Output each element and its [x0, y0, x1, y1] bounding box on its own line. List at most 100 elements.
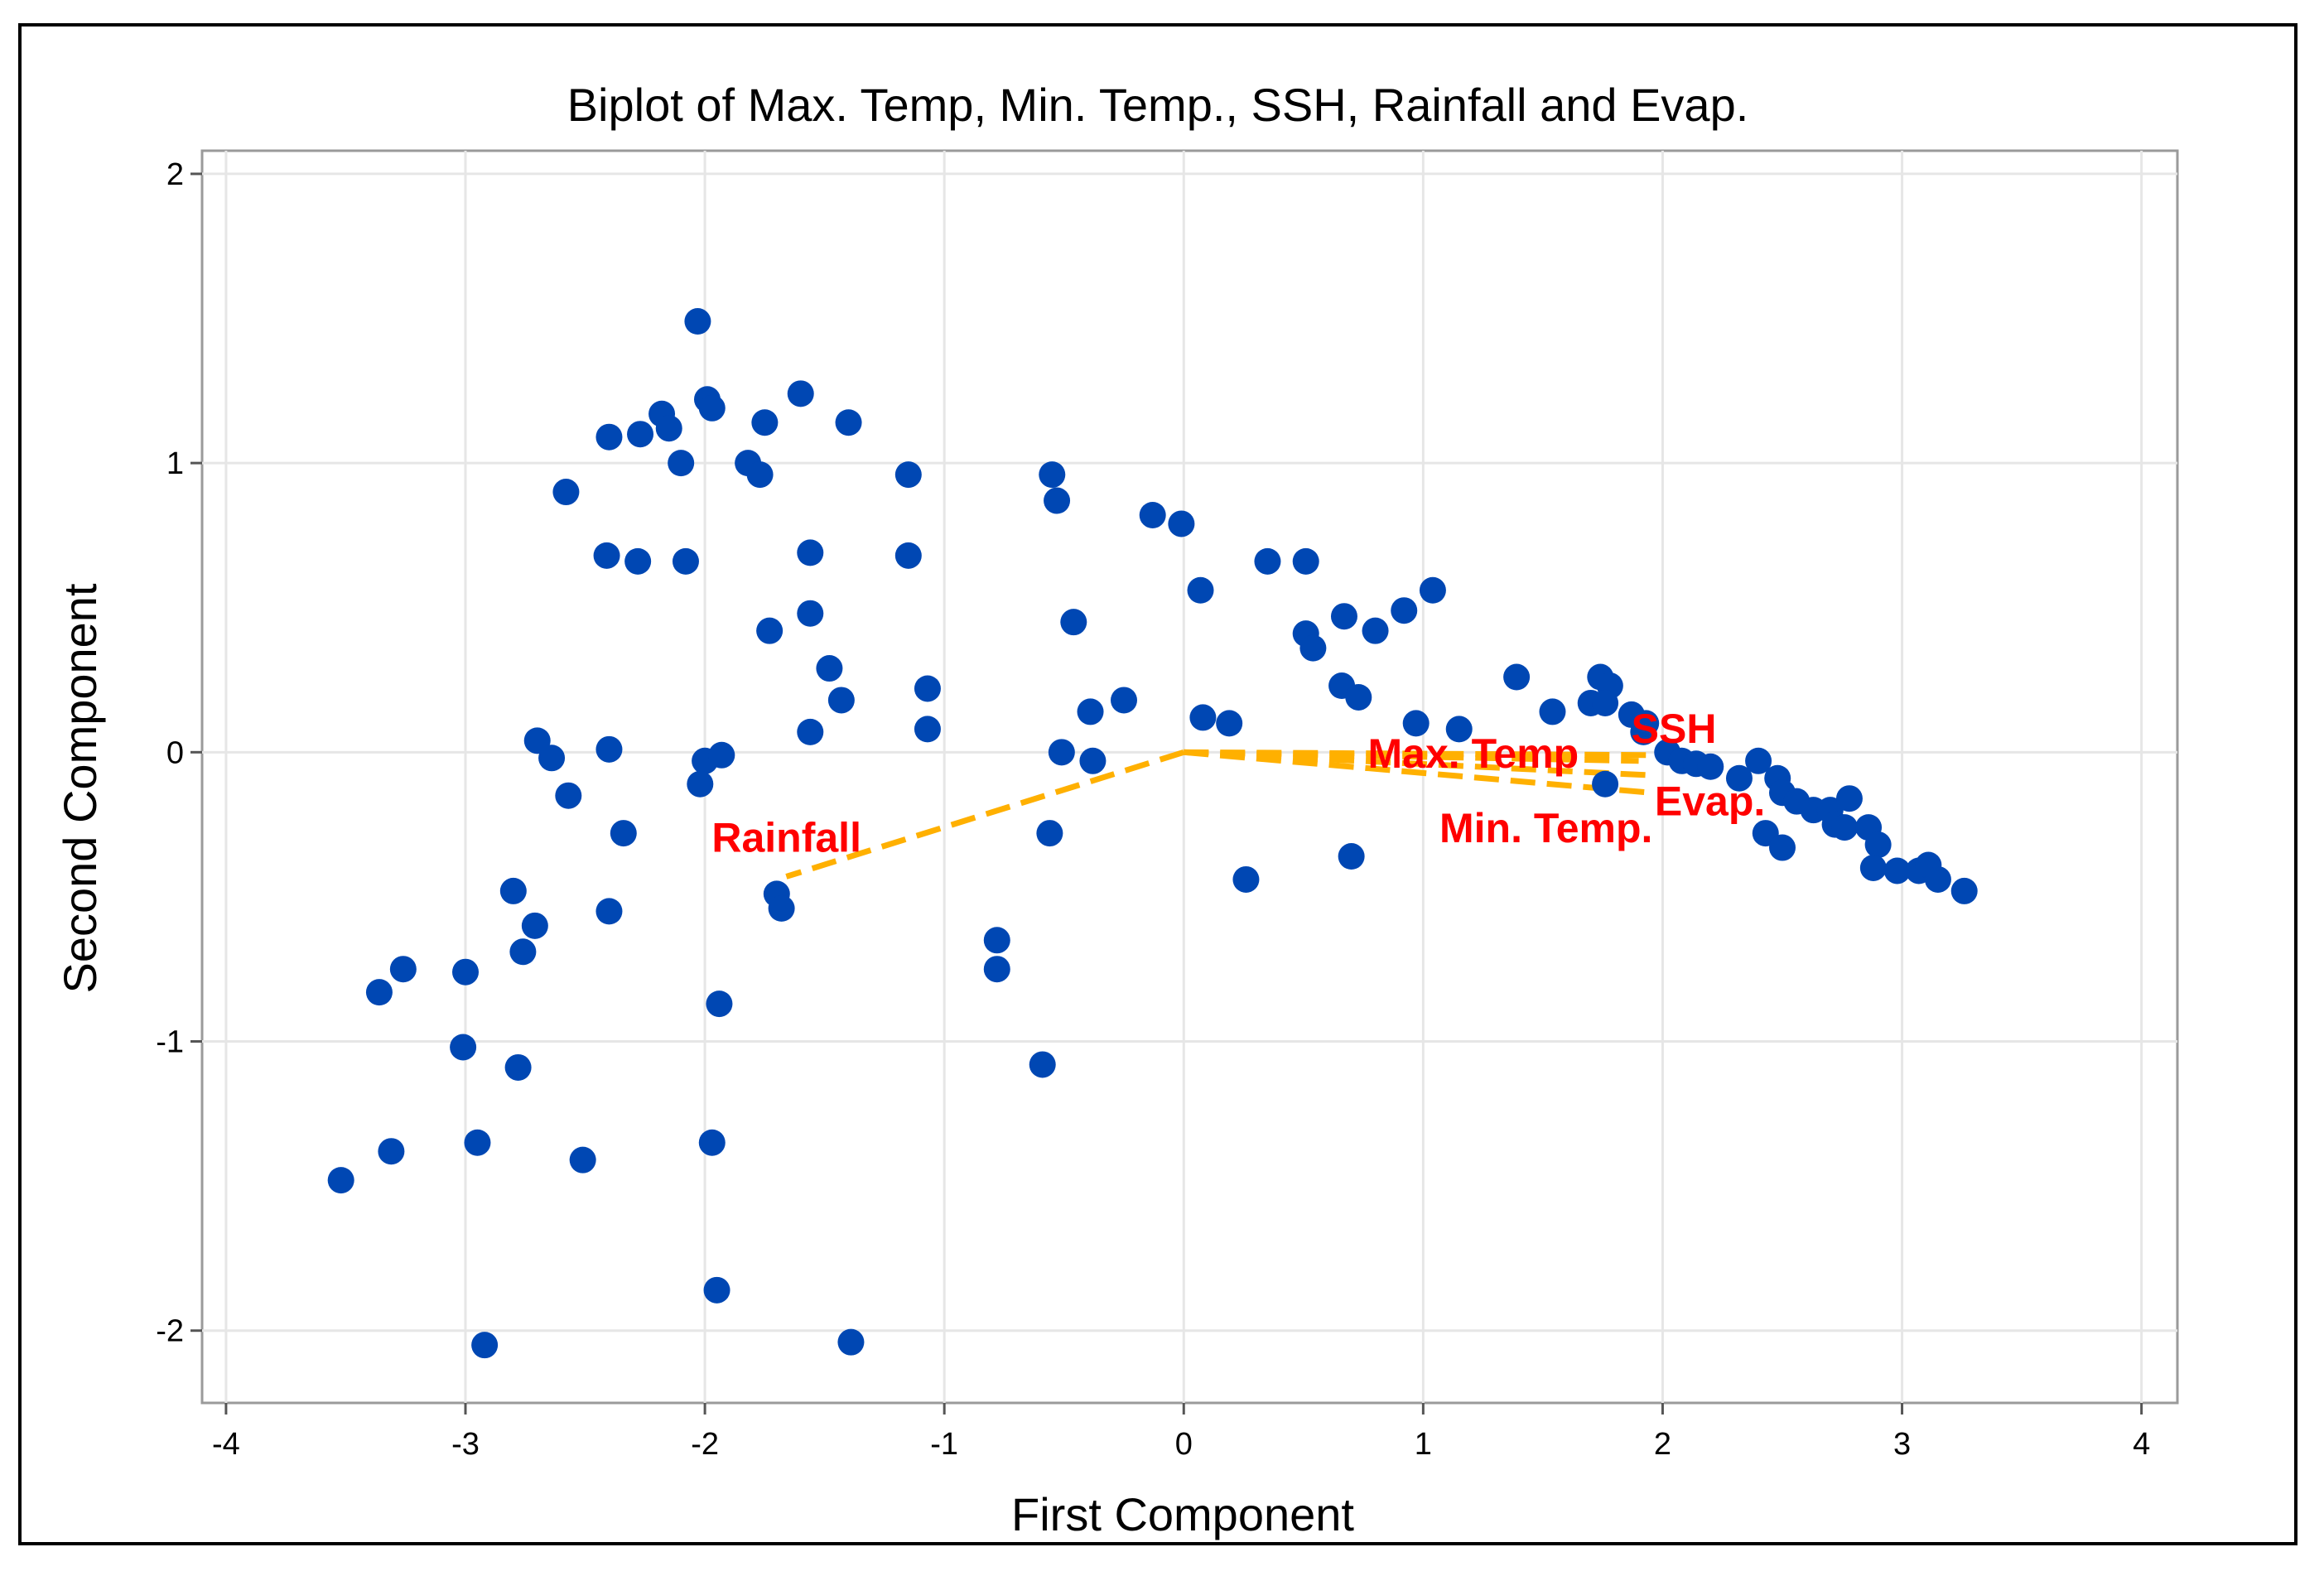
data-point [1044, 487, 1071, 514]
vector-label: Max. Temp [1368, 730, 1579, 777]
data-point [768, 894, 795, 922]
data-point [538, 745, 566, 772]
chart-title: Biplot of Max. Temp, Min. Temp., SSH, Ra… [567, 79, 1749, 131]
data-point [552, 479, 580, 506]
data-point [1950, 877, 1978, 904]
vector-labels: Rainfall Max. Temp SSH Evap.Min. Temp. [711, 706, 1765, 861]
data-point [894, 461, 922, 489]
data-point [1345, 683, 1372, 711]
data-point [1330, 603, 1357, 630]
data-point [471, 1332, 499, 1359]
data-point [708, 741, 735, 769]
data-point [1391, 597, 1418, 624]
grid-lines [202, 151, 2177, 1403]
data-point [1060, 609, 1087, 636]
data-point [1539, 698, 1566, 725]
data-point [1338, 843, 1365, 870]
data-point [389, 956, 417, 983]
data-point [1864, 831, 1892, 859]
data-point [1139, 501, 1166, 528]
y-tick-label: 1 [166, 446, 184, 481]
y-tick-label: -2 [156, 1314, 184, 1349]
data-point [1254, 547, 1281, 575]
data-point [509, 938, 537, 966]
data-point [378, 1138, 405, 1165]
data-point [521, 912, 548, 939]
loading-vectors [785, 749, 1658, 880]
data-point [1769, 834, 1796, 861]
data-point [1077, 698, 1104, 725]
data-point [595, 423, 623, 451]
data-point [827, 687, 855, 714]
data-point [624, 547, 652, 575]
data-point [1039, 461, 1066, 489]
y-tick-label: 2 [166, 157, 184, 192]
vector-label: Evap. [1655, 778, 1765, 824]
data-point [1029, 1051, 1056, 1078]
data-point [1216, 710, 1243, 737]
x-tick-label: 0 [1175, 1427, 1193, 1462]
data-point [1883, 857, 1911, 884]
data-point [1592, 770, 1619, 798]
data-point [797, 539, 824, 566]
data-point [668, 450, 695, 477]
data-point [1745, 747, 1772, 774]
data-point [327, 1167, 354, 1194]
data-point [983, 956, 1010, 983]
data-point [1232, 865, 1260, 893]
data-point [837, 1328, 865, 1356]
data-point [703, 1276, 730, 1304]
data-point [1292, 547, 1319, 575]
data-point [684, 308, 711, 335]
vector-label: Min. Temp. [1439, 805, 1652, 851]
score-points [327, 308, 1978, 1359]
data-point [1048, 739, 1075, 766]
data-point [698, 394, 726, 422]
data-point [504, 1053, 532, 1081]
x-tick-label: 2 [1654, 1427, 1671, 1462]
data-point [983, 927, 1010, 954]
x-tick-label: -1 [930, 1427, 958, 1462]
x-axis-label: First Component [1011, 1488, 1354, 1540]
data-point [610, 820, 637, 847]
data-point [1835, 785, 1863, 812]
data-point [1831, 814, 1859, 841]
data-point [672, 547, 699, 575]
data-point [555, 782, 582, 809]
vector-evap [1184, 749, 1654, 778]
data-point [894, 542, 922, 569]
data-point [452, 958, 479, 986]
data-point [1362, 617, 1389, 644]
vector-ssh [1184, 749, 1658, 759]
data-point [1036, 820, 1063, 847]
data-point [756, 617, 784, 644]
data-point [746, 461, 774, 489]
figure-frame [18, 23, 2297, 1545]
data-point [1725, 764, 1753, 792]
data-point [787, 380, 814, 407]
data-point [1299, 634, 1327, 662]
y-tick-label: 0 [166, 735, 184, 770]
data-point [1859, 854, 1887, 881]
data-point [450, 1034, 477, 1061]
data-point [1189, 704, 1217, 731]
data-point [687, 770, 714, 798]
data-point [1630, 718, 1657, 745]
data-point [365, 979, 393, 1006]
y-tick-label: -1 [156, 1025, 184, 1060]
data-point [1111, 687, 1137, 714]
data-point [627, 421, 654, 448]
data-point [1168, 510, 1195, 537]
data-point [1187, 576, 1214, 604]
data-point [1419, 576, 1446, 604]
data-point [797, 718, 824, 745]
data-point [655, 415, 682, 442]
vector-rainfall [785, 749, 1185, 880]
y-axis-label: Second Component [54, 583, 106, 993]
data-point [1592, 689, 1619, 716]
x-tick-label: -3 [451, 1427, 480, 1462]
data-point [914, 675, 941, 702]
vector-label: Rainfall [711, 814, 861, 860]
data-point [569, 1146, 596, 1174]
